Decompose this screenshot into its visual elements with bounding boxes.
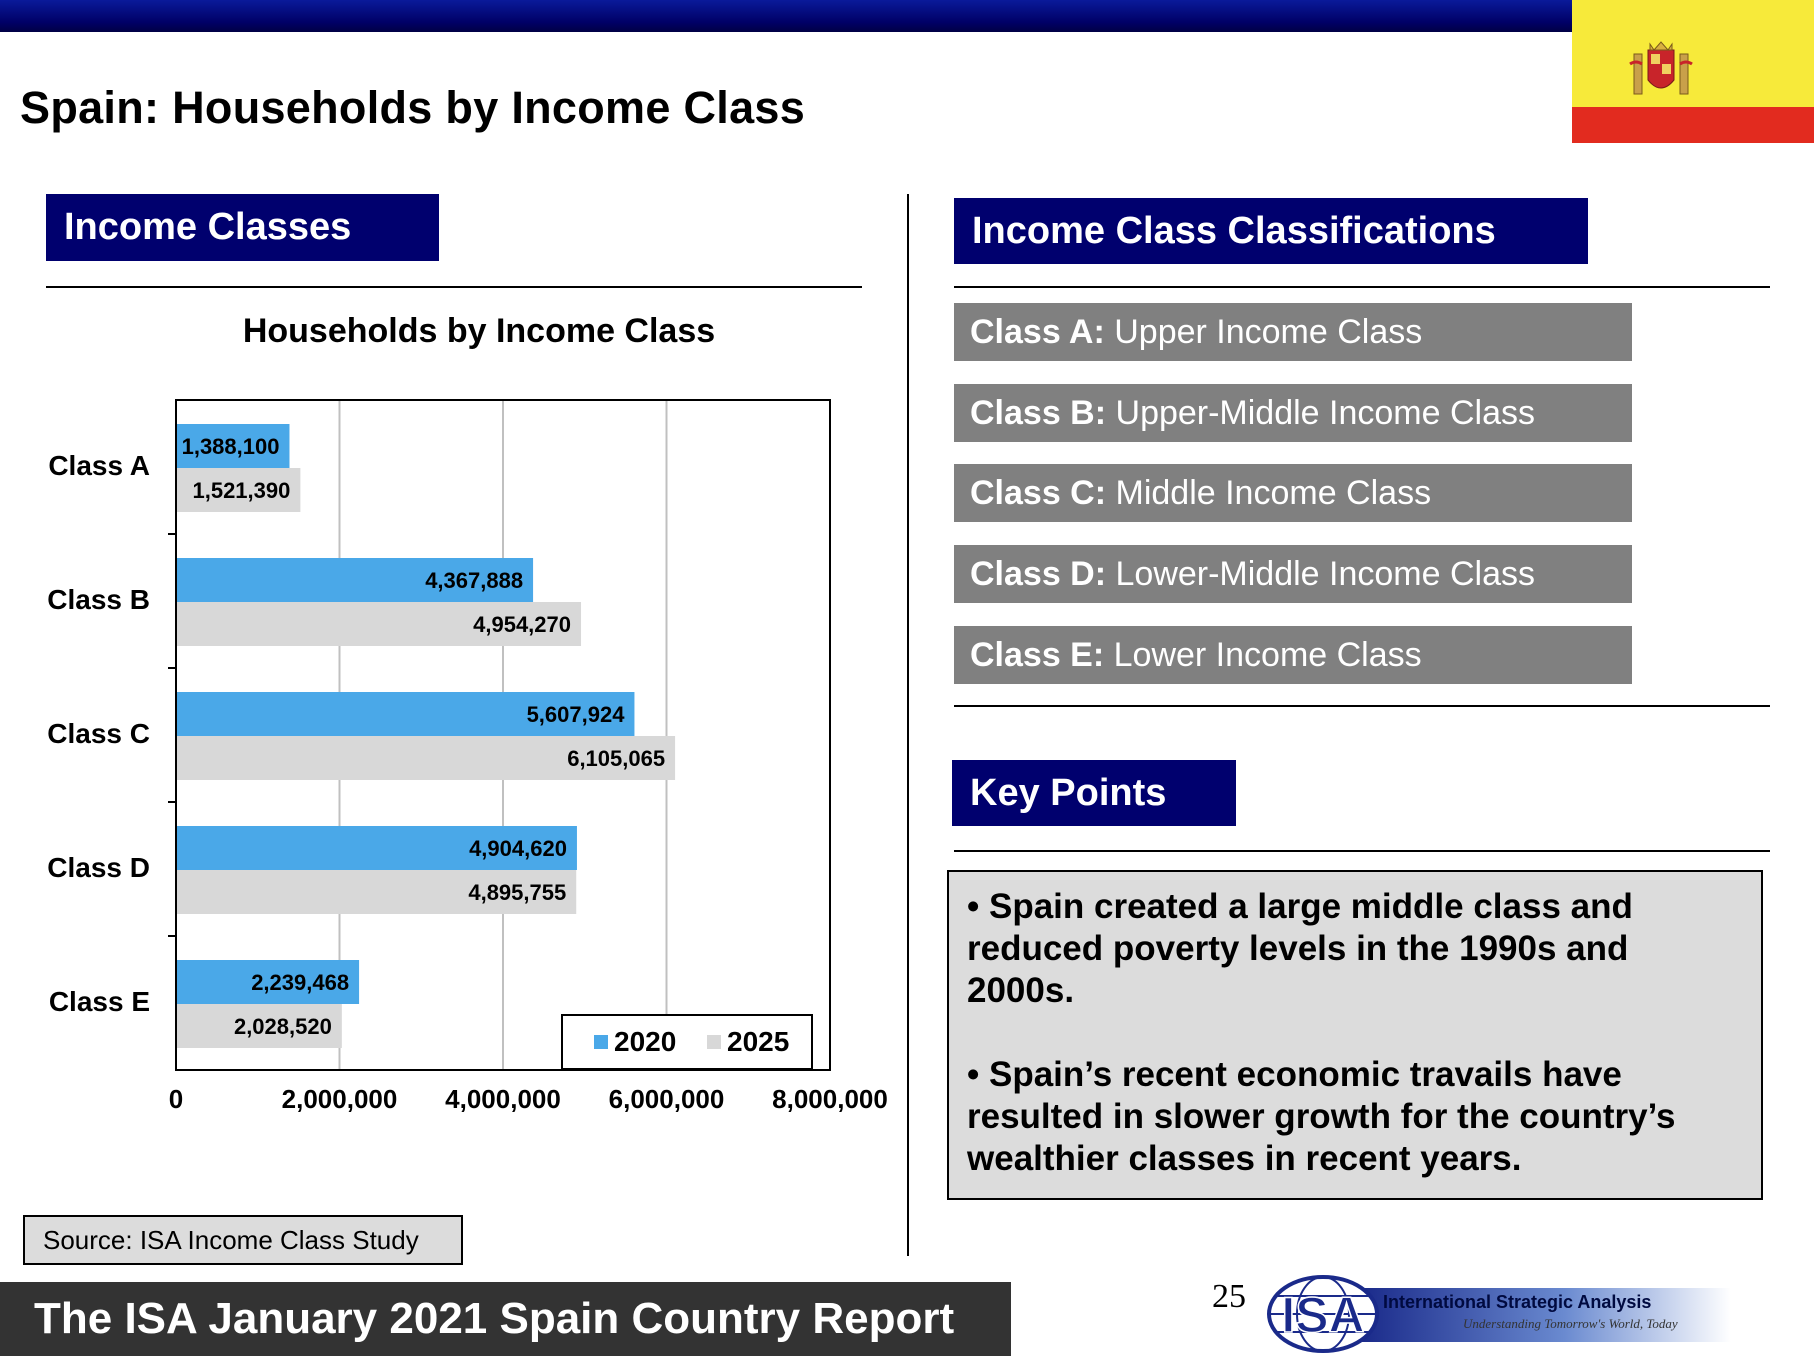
data-label: 4,954,270 [473, 612, 571, 637]
bar-2020 [176, 692, 635, 736]
right-header-rule [954, 286, 1770, 288]
key-points-header: Key Points [952, 760, 1236, 826]
data-label: 2,028,520 [234, 1014, 332, 1039]
legend-label: 2020 [614, 1026, 676, 1057]
class-desc: Upper Income Class [1104, 312, 1423, 351]
class-desc: Lower-Middle Income Class [1106, 554, 1536, 593]
class-code: Class D: [970, 554, 1107, 593]
legend-swatch [594, 1035, 608, 1049]
class-b-row: Class B: Upper-Middle Income Class [954, 384, 1632, 442]
coat-of-arms-icon [1629, 41, 1693, 95]
class-code: Class C: [970, 473, 1107, 512]
data-label: 4,895,755 [468, 880, 566, 905]
data-label: 2,239,468 [251, 970, 349, 995]
plot-frame [175, 399, 831, 1071]
data-label: 5,607,924 [527, 702, 626, 727]
logo-tagline: Understanding Tomorrow's World, Today [1463, 1316, 1678, 1331]
key-points-box: • Spain created a large middle class and… [947, 870, 1763, 1200]
bar-2020 [176, 558, 534, 602]
logo-mark: ISA [1281, 1287, 1364, 1343]
data-label: 4,367,888 [425, 568, 523, 593]
footer-report-title: The ISA January 2021 Spain Country Repor… [0, 1282, 1011, 1356]
x-tick-label: 6,000,000 [609, 1084, 725, 1114]
chart-title: Households by Income Class [242, 312, 716, 350]
page-number: 25 [1212, 1278, 1246, 1315]
class-code: Class E: [970, 635, 1105, 674]
category-label: Class C [47, 718, 150, 749]
bar-2025 [176, 468, 301, 512]
bar-2025 [176, 870, 577, 914]
class-e-row: Class E: Lower Income Class [954, 626, 1632, 684]
panel-divider [907, 194, 909, 1256]
category-label: Class B [47, 584, 150, 615]
class-d-row: Class D: Lower-Middle Income Class [954, 545, 1632, 603]
class-a-row: Class A: Upper Income Class [954, 303, 1632, 361]
left-header-rule [46, 286, 862, 288]
data-label: 4,904,620 [469, 836, 567, 861]
bar-2020 [176, 424, 290, 468]
classifications-bottom-rule [954, 705, 1770, 707]
globe-icon: ISA [1267, 1275, 1379, 1353]
x-tick-label: 4,000,000 [445, 1084, 561, 1114]
bar-2020 [176, 960, 360, 1004]
category-label: Class A [48, 450, 150, 481]
class-code: Class A: [970, 312, 1105, 351]
key-points-rule [954, 850, 1770, 852]
logo-company-name: International Strategic Analysis [1383, 1292, 1652, 1312]
page-title: Spain: Households by Income Class [20, 82, 806, 133]
class-code: Class B: [970, 393, 1107, 432]
isa-logo: ISA International Strategic Analysis Und… [1265, 1270, 1735, 1356]
source-note: Source: ISA Income Class Study [23, 1215, 463, 1265]
legend-swatch [707, 1035, 721, 1049]
households-bar-chart: 1,388,100 1,521,390 Class A 4,367,888 4,954,… [47, 399, 888, 1114]
legend-label: 2025 [727, 1026, 789, 1057]
logo-band [1361, 1288, 1731, 1342]
x-tick-label: 2,000,000 [282, 1084, 398, 1114]
category-label: Class D [47, 852, 150, 883]
key-point-2: • Spain’s recent economic travails have … [967, 1055, 1676, 1178]
top-banner-bar [0, 0, 1572, 32]
bar-2025 [176, 602, 582, 646]
bar-2025 [176, 736, 676, 780]
bar-2025 [176, 1004, 342, 1048]
class-desc: Lower Income Class [1104, 635, 1422, 674]
data-label: 1,521,390 [192, 478, 290, 503]
key-point-1: • Spain created a large middle class and… [967, 887, 1633, 1010]
class-desc: Middle Income Class [1106, 473, 1432, 512]
spain-flag [1572, 0, 1814, 143]
bar-2020 [176, 826, 577, 870]
x-tick-label: 0 [169, 1084, 183, 1114]
category-label: Class E [49, 986, 150, 1017]
class-desc: Upper-Middle Income Class [1106, 393, 1536, 432]
data-label: 6,105,065 [567, 746, 665, 771]
data-label: 1,388,100 [182, 434, 280, 459]
income-classes-header: Income Classes [46, 194, 439, 261]
class-c-row: Class C: Middle Income Class [954, 464, 1632, 522]
classifications-header: Income Class Classifications [954, 198, 1588, 264]
x-tick-label: 8,000,000 [772, 1084, 888, 1114]
